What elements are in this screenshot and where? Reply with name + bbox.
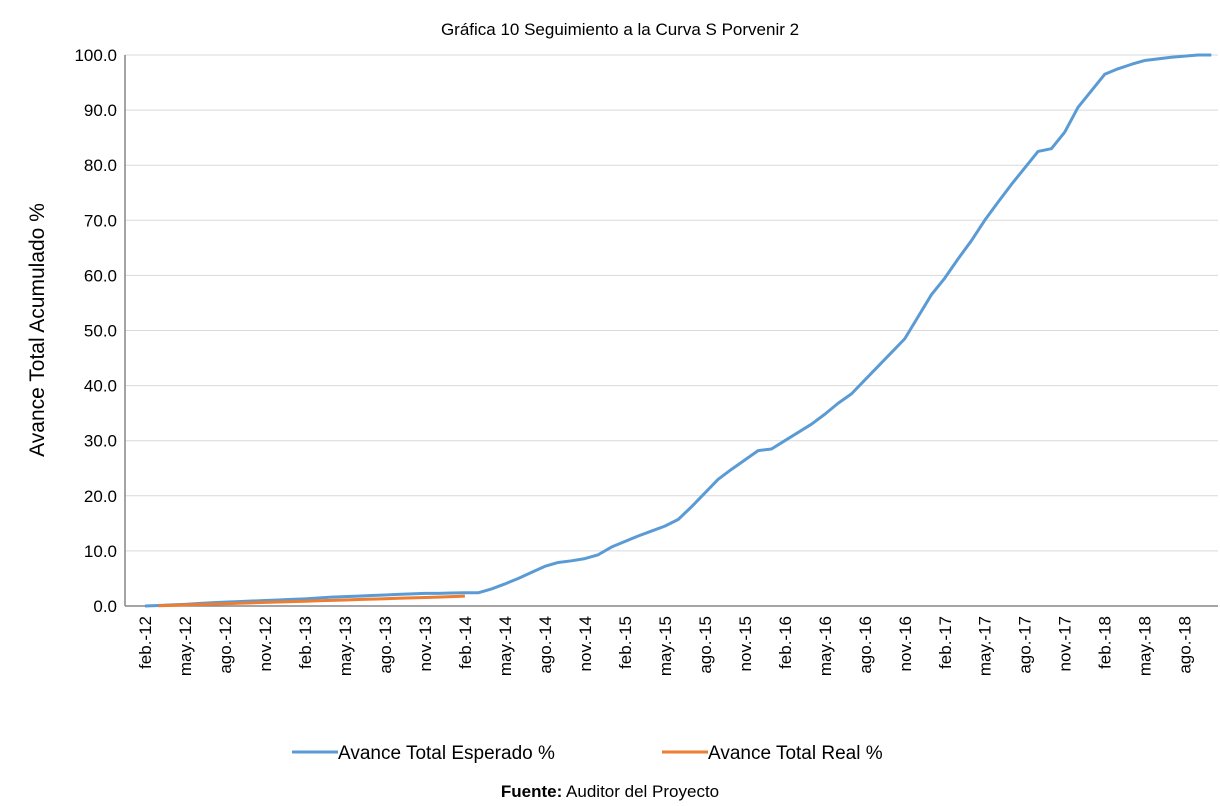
x-tick-label: may.-16 bbox=[816, 616, 835, 676]
x-tick-label: nov.-16 bbox=[896, 616, 915, 671]
y-tick-label: 70.0 bbox=[84, 211, 117, 230]
y-tick-label: 100.0 bbox=[74, 46, 117, 65]
x-tick-label: feb.-17 bbox=[936, 616, 955, 669]
source-label: Fuente: bbox=[501, 782, 562, 801]
x-tick-label: ago.-16 bbox=[856, 616, 875, 674]
x-tick-label: feb.-12 bbox=[136, 616, 155, 669]
x-tick-label: feb.-14 bbox=[456, 616, 475, 669]
x-tick-label: nov.-12 bbox=[256, 616, 275, 671]
x-tick-label: feb.-16 bbox=[776, 616, 795, 669]
y-tick-label: 50.0 bbox=[84, 322, 117, 341]
x-tick-label: feb.-13 bbox=[296, 616, 315, 669]
x-tick-label: may.-17 bbox=[976, 616, 995, 676]
x-tick-label: ago.-17 bbox=[1016, 616, 1035, 674]
x-tick-label: ago.-14 bbox=[536, 616, 555, 674]
legend-label: Avance Total Esperado % bbox=[338, 743, 555, 764]
x-tick-label: nov.-15 bbox=[736, 616, 755, 671]
y-tick-label: 30.0 bbox=[84, 432, 117, 451]
y-axis-label: Avance Total Acumulado % bbox=[26, 203, 49, 457]
x-tick-label: nov.-13 bbox=[416, 616, 435, 671]
x-tick-label: nov.-17 bbox=[1056, 616, 1075, 671]
x-tick-label: feb.-15 bbox=[616, 616, 635, 669]
x-tick-label: may.-14 bbox=[496, 616, 515, 676]
y-tick-label: 90.0 bbox=[84, 101, 117, 120]
x-tick-label: ago.-13 bbox=[376, 616, 395, 674]
x-tick-label: may.-12 bbox=[176, 616, 195, 676]
chart-title: Gráfica 10 Seguimiento a la Curva S Porv… bbox=[441, 20, 799, 39]
legend-label: Avance Total Real % bbox=[708, 743, 883, 764]
source-text: Auditor del Proyecto bbox=[566, 782, 719, 801]
y-tick-label: 20.0 bbox=[84, 487, 117, 506]
x-tick-label: nov.-14 bbox=[576, 616, 595, 671]
x-tick-label: ago.-15 bbox=[696, 616, 715, 674]
y-tick-label: 40.0 bbox=[84, 377, 117, 396]
y-tick-label: 10.0 bbox=[84, 542, 117, 561]
y-tick-label: 80.0 bbox=[84, 156, 117, 175]
y-tick-label: 0.0 bbox=[93, 597, 117, 616]
series-line bbox=[158, 594, 465, 608]
x-tick-label: may.-15 bbox=[656, 616, 675, 676]
x-tick-label: feb.-18 bbox=[1096, 616, 1115, 669]
x-tick-label: ago.-12 bbox=[216, 616, 235, 674]
y-tick-label: 60.0 bbox=[84, 266, 117, 285]
x-tick-label: may.-13 bbox=[336, 616, 355, 676]
series-line bbox=[144, 53, 1212, 608]
source: Fuente: Auditor del Proyecto bbox=[501, 782, 719, 801]
x-tick-label: ago.-18 bbox=[1176, 616, 1195, 674]
x-tick-label: may.-18 bbox=[1136, 616, 1155, 676]
